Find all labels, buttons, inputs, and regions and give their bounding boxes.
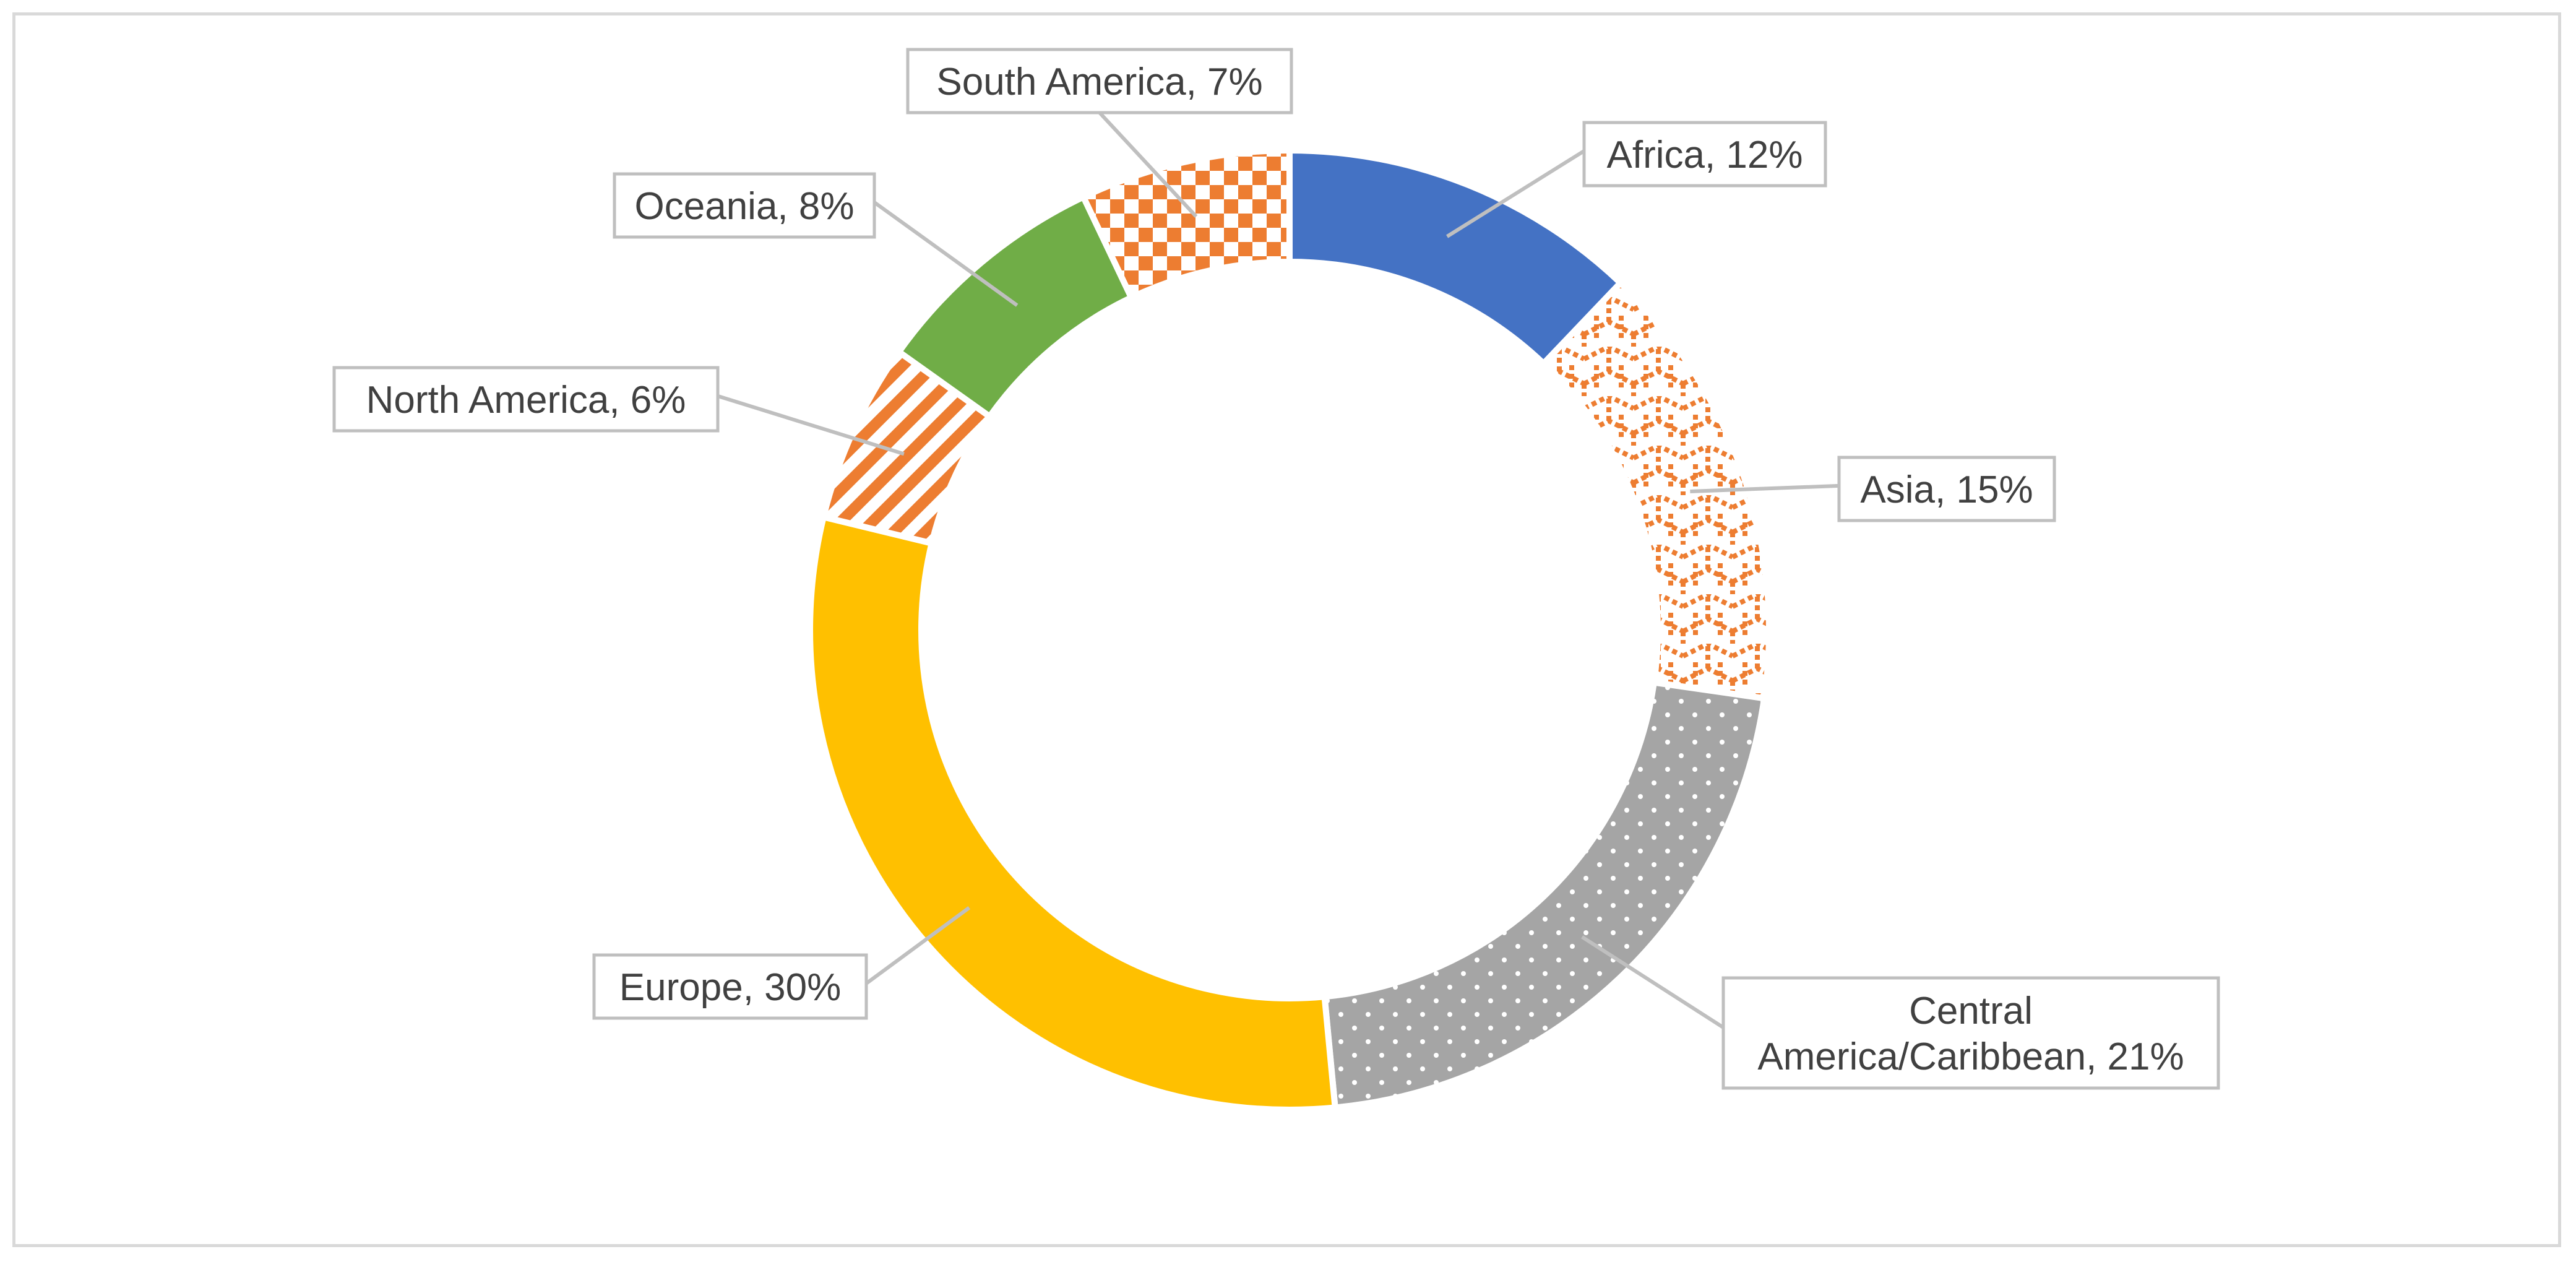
data-label-box: [1837, 456, 2056, 522]
leader-lines-layer: [717, 111, 1840, 1029]
leader-line: [865, 906, 971, 985]
slice-central-america-caribbean: [1321, 679, 1768, 1111]
slices-layer: [807, 147, 1772, 1113]
data-label-box: [332, 366, 720, 433]
data-label-text: America/Caribbean, 21%: [1757, 1035, 2184, 1078]
data-label-text: Africa, 12%: [1606, 134, 1803, 176]
data-label: North America, 6%: [332, 366, 720, 433]
data-label-text: North America, 6%: [366, 379, 686, 421]
slice-europe: [807, 513, 1339, 1113]
data-label-text: South America, 7%: [936, 61, 1262, 103]
leader-line: [1098, 111, 1198, 218]
leader-line: [1581, 935, 1725, 1029]
data-labels-layer: Africa, 12% Asia, 15% CentralAmerica/Carib…: [332, 48, 2220, 1090]
data-label: Oceania, 8%: [613, 172, 876, 239]
leader-line: [717, 394, 905, 456]
data-label-box: [1721, 976, 2220, 1090]
data-label: Asia, 15%: [1837, 456, 2056, 522]
data-label-box: [906, 48, 1293, 115]
data-label-text: Oceania, 8%: [635, 185, 855, 228]
data-label-box: [613, 172, 876, 239]
data-label: South America, 7%: [906, 48, 1293, 115]
leader-line: [1690, 483, 1840, 493]
data-label-box: [592, 953, 868, 1020]
leader-line: [873, 201, 1019, 307]
data-label-text: Asia, 15%: [1860, 469, 2033, 511]
data-label: Africa, 12%: [1582, 121, 1827, 188]
slice-south-america: [1079, 147, 1293, 302]
data-label: Europe, 30%: [592, 953, 868, 1020]
data-label-text: Europe, 30%: [619, 966, 841, 1009]
data-label-text: Central: [1909, 990, 2033, 1032]
data-label-box: [1582, 121, 1827, 188]
leader-line: [1446, 149, 1585, 238]
